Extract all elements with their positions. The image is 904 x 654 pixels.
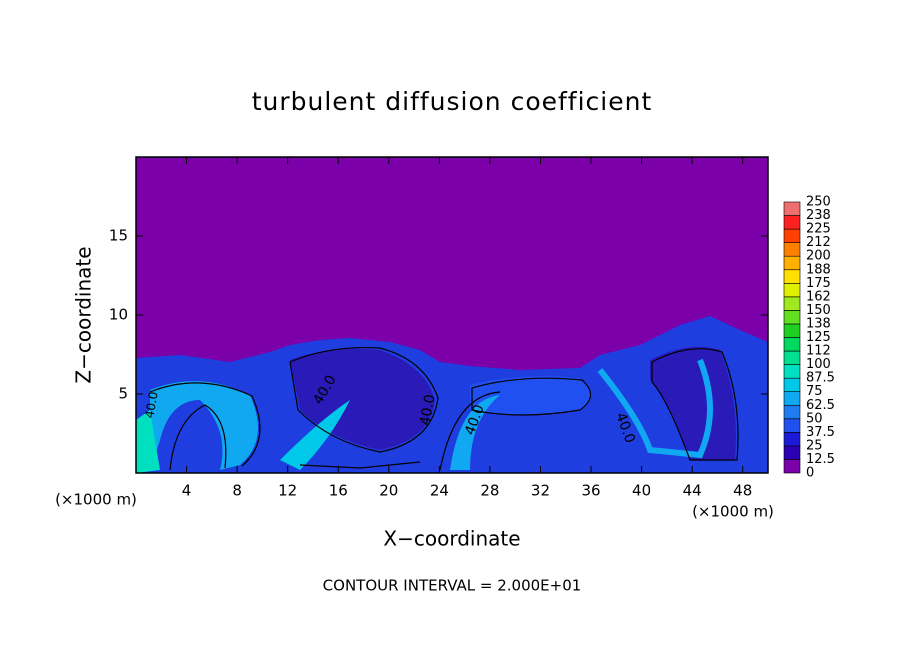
colorbar-label: 225 — [806, 222, 831, 237]
x-tick-label: 12 — [278, 482, 297, 500]
colorbar-label: 25 — [806, 438, 823, 453]
contour-label: 40.0 — [142, 391, 160, 420]
colorbar-swatch — [783, 269, 801, 284]
field-region — [136, 316, 768, 473]
x-tick-label: 28 — [480, 482, 499, 500]
colorbar-swatch — [783, 310, 801, 325]
colorbar-label: 37.5 — [806, 425, 835, 440]
colorbar-swatch — [783, 201, 801, 216]
colorbar-swatch — [783, 228, 801, 243]
colorbar-swatch — [783, 215, 801, 230]
x-unit-label: (×1000 m) — [692, 503, 774, 521]
colorbar-swatch — [783, 323, 801, 338]
field — [136, 316, 768, 473]
colorbar-label: 125 — [806, 330, 831, 345]
x-tick-label: 8 — [232, 482, 242, 500]
colorbar-swatch — [783, 432, 801, 447]
x-tick-label: 4 — [182, 482, 192, 500]
colorbar-label: 212 — [806, 235, 831, 250]
colorbar-label: 112 — [806, 344, 831, 359]
contour-line — [439, 391, 501, 471]
colorbar-swatch — [783, 445, 801, 460]
contour-line — [299, 461, 421, 469]
x-tick-label: 20 — [379, 482, 398, 500]
colorbar-label: 175 — [806, 276, 831, 291]
y-tick-label: 10 — [109, 306, 128, 324]
x-tick-label: 24 — [430, 482, 449, 500]
x-tick-label: 36 — [581, 482, 600, 500]
colorbar-label: 12.5 — [806, 452, 835, 467]
colorbar-label: 188 — [806, 262, 831, 277]
x-tick-label: 40 — [632, 482, 651, 500]
colorbar-swatch — [783, 337, 801, 352]
chart-title: turbulent diffusion coefficient — [252, 87, 653, 116]
colorbar-swatch — [783, 377, 801, 392]
colorbar-label: 100 — [806, 357, 831, 372]
field-region — [280, 400, 350, 470]
colorbar-label: 138 — [806, 316, 831, 331]
colorbar-label: 150 — [806, 303, 831, 318]
contour-line — [149, 382, 261, 467]
colorbar-label: 0 — [806, 466, 814, 481]
y-unit-label: (×1000 m) — [55, 491, 137, 509]
y-tick-label: 15 — [109, 227, 128, 245]
contour-line — [169, 404, 227, 471]
colorbar-swatch — [783, 242, 801, 257]
colorbar-label: 250 — [806, 195, 831, 210]
x-axis-label: X−coordinate — [383, 527, 520, 551]
colorbar-label: 75 — [806, 384, 823, 399]
colorbar-swatch — [783, 350, 801, 365]
contour-line — [289, 347, 439, 453]
colorbar-label: 50 — [806, 411, 823, 426]
colorbar-swatch — [783, 364, 801, 379]
colorbar-swatch — [783, 296, 801, 311]
colorbar-label: 87.5 — [806, 371, 835, 386]
footnote: CONTOUR INTERVAL = 2.000E+01 — [323, 577, 582, 595]
contour-line — [471, 377, 592, 416]
colorbar-swatch — [783, 418, 801, 433]
colorbar-swatch — [783, 459, 801, 474]
colorbar-label: 62.5 — [806, 398, 835, 413]
contour-label: 40.0 — [417, 393, 438, 426]
colorbar-swatch — [783, 391, 801, 406]
colorbar-label: 162 — [806, 289, 831, 304]
field-region — [597, 358, 713, 459]
x-tick-label: 32 — [531, 482, 550, 500]
field-region — [450, 395, 500, 470]
colorbar-label: 200 — [806, 249, 831, 264]
field-region — [136, 410, 160, 473]
field-region — [470, 376, 590, 415]
colorbar-swatch — [783, 282, 801, 298]
x-tick-label: 16 — [329, 482, 348, 500]
contour-line — [651, 348, 739, 461]
y-axis-label: Z−coordinate — [72, 246, 96, 383]
field-region — [150, 381, 258, 470]
x-tick-label: 48 — [733, 482, 752, 500]
x-tick-label: 44 — [683, 482, 702, 500]
y-tick-label: 5 — [118, 385, 128, 403]
colorbar-label: 238 — [806, 208, 831, 223]
field-region — [650, 346, 736, 460]
colorbar-swatch — [783, 255, 801, 271]
colorbar-swatch — [783, 404, 801, 420]
